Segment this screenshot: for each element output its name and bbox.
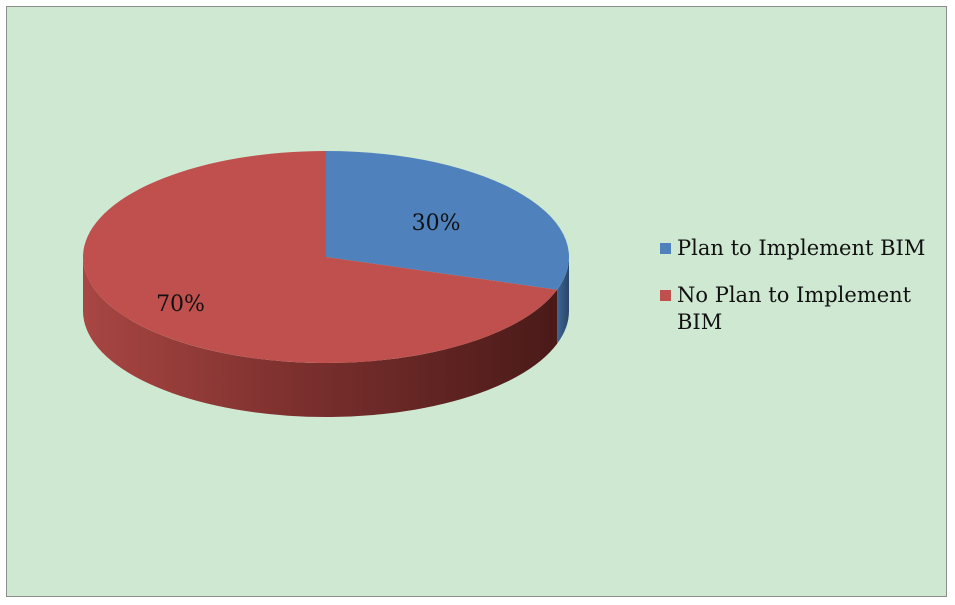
legend-item-no-plan: No Plan to Implement BIM — [660, 282, 945, 336]
pie-tops — [83, 151, 570, 363]
pie-slice-plan — [326, 151, 570, 290]
pie-side-no-plan — [83, 257, 558, 417]
pie-labels: 30% 70% — [156, 211, 460, 317]
legend: Plan to Implement BIM No Plan to Impleme… — [660, 235, 945, 356]
data-label-plan: 30% — [412, 211, 461, 236]
pie-side-plan — [557, 257, 569, 344]
legend-swatch-no-plan — [660, 290, 671, 301]
legend-label-plan: Plan to Implement BIM — [677, 236, 926, 260]
data-label-no-plan: 70% — [156, 292, 205, 317]
legend-swatch-plan — [660, 243, 671, 254]
pie-slice-no-plan — [83, 151, 558, 363]
legend-item-plan: Plan to Implement BIM — [660, 235, 945, 262]
pie-chart: 30% 70% — [83, 151, 570, 417]
legend-label-no-plan: No Plan to Implement BIM — [677, 283, 912, 334]
chart-area: 30% 70% Plan to Implement BIM No Plan to … — [6, 6, 947, 597]
pie-sides — [83, 257, 569, 417]
